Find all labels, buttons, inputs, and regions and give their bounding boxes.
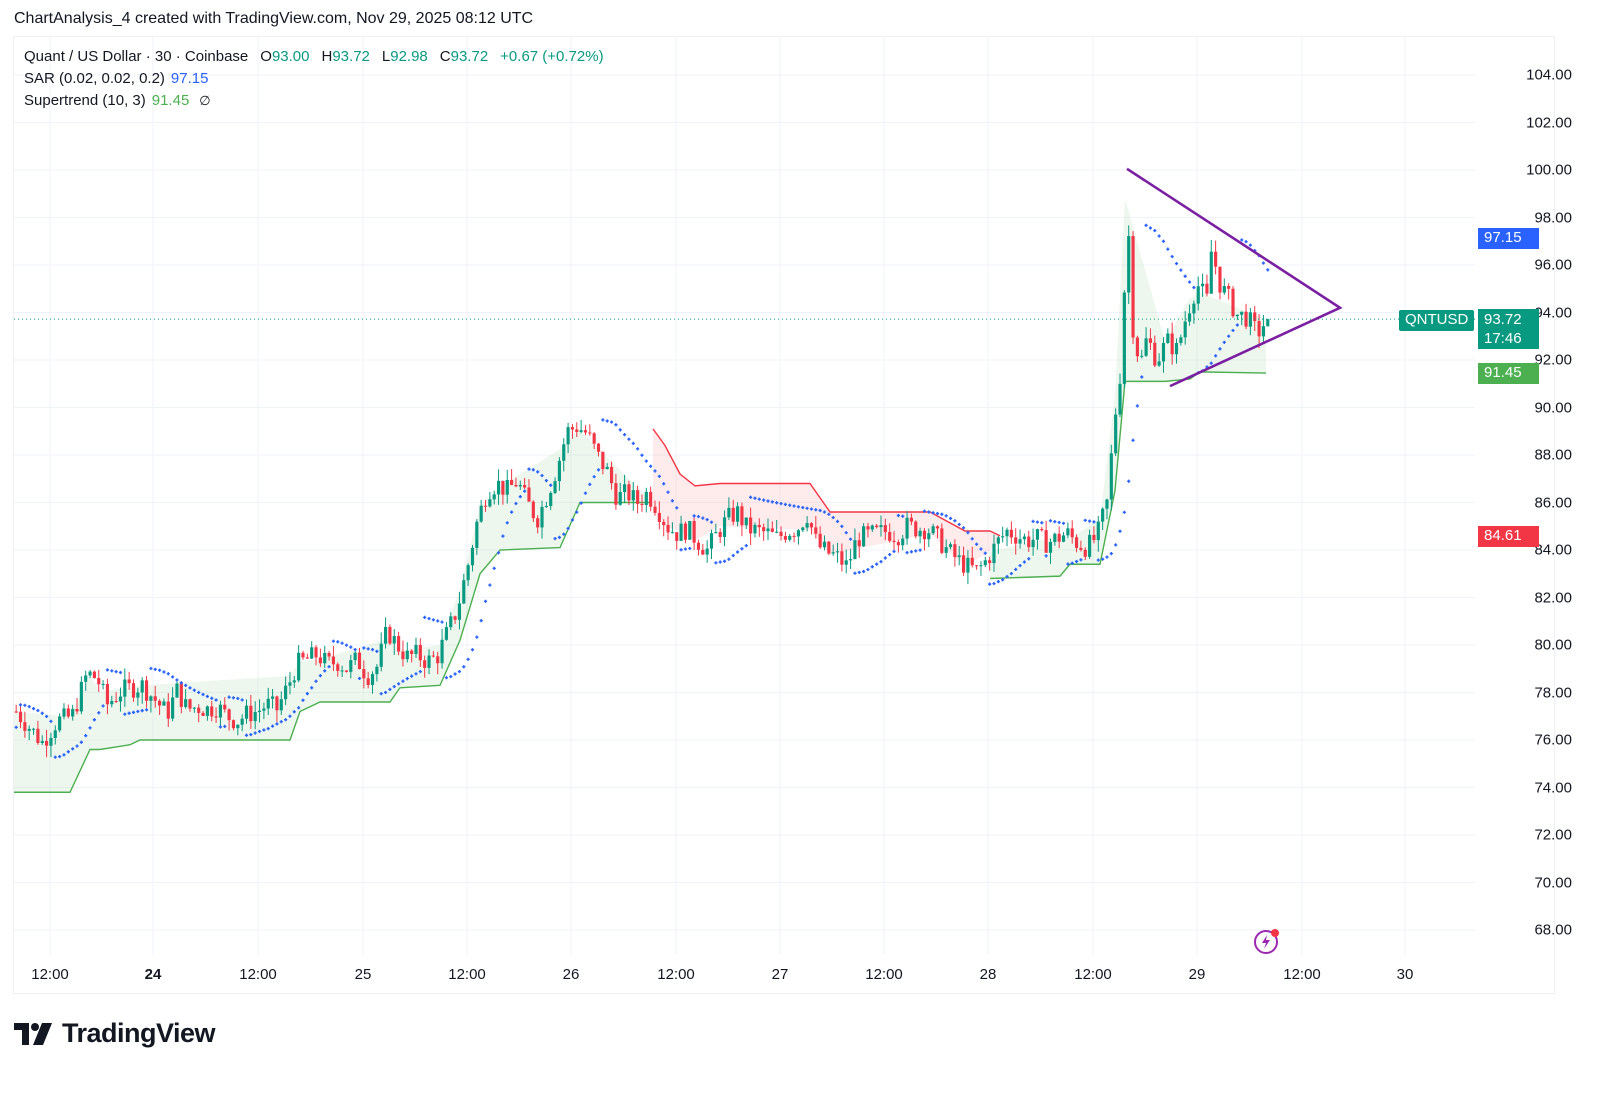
legend-ohlc-row: Quant / US Dollar · 30 · Coinbase O93.00… [24,46,604,68]
supertrend-value: 91.45 [151,92,190,109]
price-tick: 94.00 [1534,304,1572,321]
last-price-tag: 93.72 17:46 [1478,309,1539,349]
time-tick: 29 [1188,966,1206,983]
candles [14,225,1270,758]
price-tick: 70.00 [1534,874,1572,891]
triangle-pattern[interactable] [1126,167,1343,388]
supertrend-fill [653,428,1000,567]
time-tick: 12:00 [1074,966,1112,983]
price-tick: 68.00 [1534,921,1572,939]
price-tick: 76.00 [1534,731,1572,749]
chart-caption: ChartAnalysis_4 created with TradingView… [14,10,534,27]
legend-supertrend-row: Supertrend (10, 3) 91.45 ∅ [24,90,604,112]
null-value-icon: ∅ [199,93,211,108]
lightning-bolt-icon[interactable] [1253,927,1281,955]
time-tick: 12:00 [448,966,486,983]
close-label: C [439,48,451,65]
price-tick: 88.00 [1534,446,1572,464]
time-tick: 12:00 [31,966,69,983]
supertrend-up-tag: 91.45 [1478,363,1539,384]
sar-price-tag: 97.15 [1478,228,1539,249]
high-value: 93.72 [332,48,370,65]
supertrend-line [652,428,1001,537]
last-price: 93.72 [1484,311,1522,328]
price-tick: 84.00 [1534,541,1572,559]
sar-dots [14,223,1270,759]
time-tick: 27 [771,966,789,983]
time-tick: 24 [144,966,162,983]
supertrend-line [14,501,650,793]
price-tick: 104.00 [1526,66,1572,84]
price-tick: 90.00 [1534,399,1572,416]
high-label: H [321,48,333,65]
tradingview-logo-icon [14,1022,52,1045]
chart-legend: Quant / US Dollar · 30 · Coinbase O93.00… [24,46,604,112]
price-tick: 96.00 [1534,256,1572,274]
price-tick: 82.00 [1534,589,1572,606]
grid [14,37,1475,955]
price-tick: 102.00 [1526,114,1572,131]
tradingview-logo[interactable]: TradingView [14,1018,216,1049]
time-tick: 26 [562,966,580,983]
chart-frame [13,36,1555,994]
sar-label[interactable]: SAR (0.02, 0.02, 0.2) [24,70,165,87]
price-tick: 72.00 [1534,826,1572,844]
time-tick: 28 [979,966,997,983]
open-value: 93.00 [271,48,310,65]
low-value: 92.98 [390,48,428,65]
change-value: +0.67 (+0.72%) [500,48,604,65]
price-tick: 98.00 [1534,209,1572,226]
time-tick: 12:00 [239,966,277,983]
supertrend-label[interactable]: Supertrend (10, 3) [24,92,146,109]
symbol-title[interactable]: Quant / US Dollar · 30 · Coinbase [24,48,249,65]
price-tick: 100.00 [1526,161,1572,179]
price-tick: 74.00 [1534,779,1572,796]
supertrend-down-tag: 84.61 [1478,526,1539,547]
sar-value: 97.15 [170,70,209,87]
open-label: O [260,48,272,65]
price-tick: 80.00 [1534,636,1572,654]
time-tick: 12:00 [865,966,903,983]
low-label: L [381,48,391,65]
brand-name: TradingView [62,1018,216,1048]
time-tick: 12:00 [1283,966,1321,983]
time-tick: 30 [1396,966,1414,983]
price-tick: 86.00 [1534,494,1572,511]
close-value: 93.72 [450,48,489,65]
symbol-tag: QNTUSD [1399,310,1475,331]
price-tick: 78.00 [1534,684,1572,701]
legend-sar-row: SAR (0.02, 0.02, 0.2) 97.15 [24,68,604,90]
bar-countdown: 17:46 [1484,330,1522,347]
time-tick: 12:00 [657,966,695,983]
price-tick: 92.00 [1534,351,1572,369]
time-tick: 25 [354,966,372,983]
